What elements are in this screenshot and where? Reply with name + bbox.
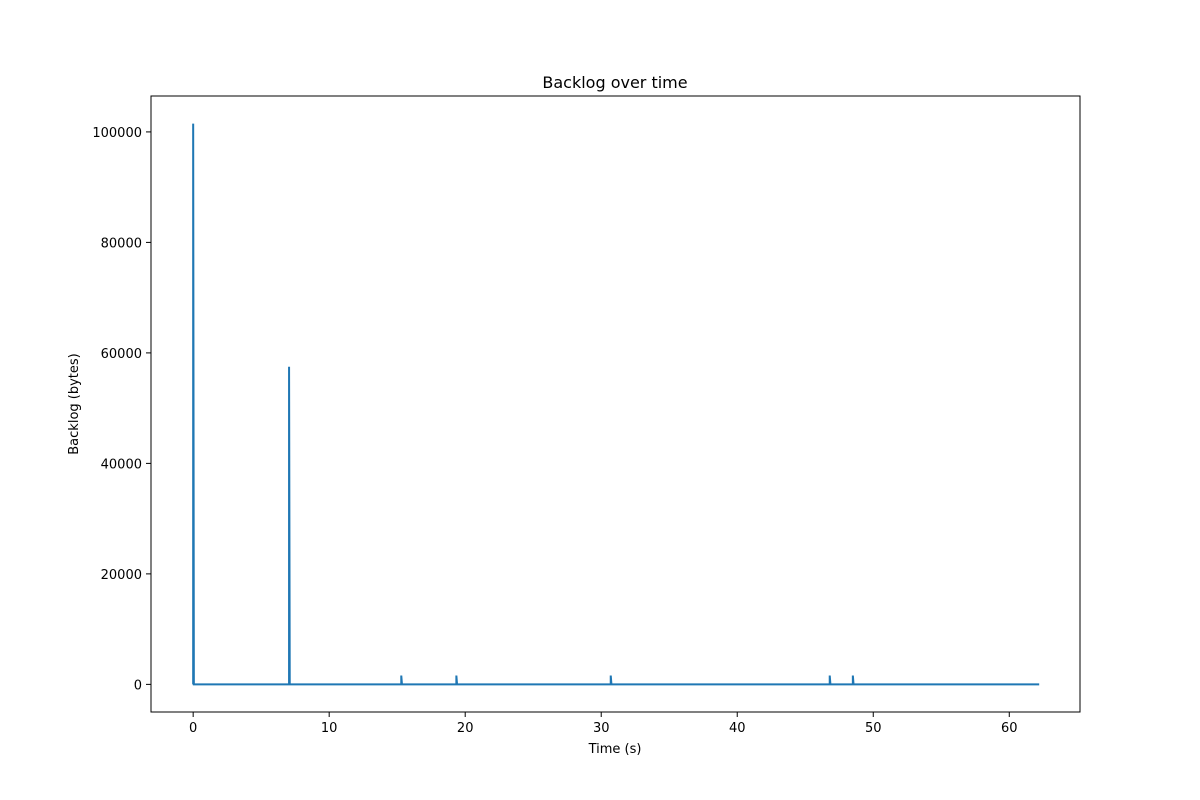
y-tick-label: 40000	[101, 457, 142, 472]
y-tick-label: 60000	[101, 347, 142, 362]
x-axis: 0 10 20 30 40 50 60	[189, 712, 1018, 736]
x-tick-label: 50	[865, 721, 882, 736]
x-tick-label: 30	[593, 721, 610, 736]
x-tick-label: 40	[729, 721, 746, 736]
y-tick-label: 80000	[101, 236, 142, 251]
series-line	[192, 123, 1040, 686]
x-tick-label: 60	[1001, 721, 1018, 736]
x-tick-label: 10	[321, 721, 338, 736]
x-axis-label: Time (s)	[588, 742, 642, 757]
plot-frame	[150, 95, 1081, 713]
y-axis: 0 20000 40000 60000 80000 100000	[92, 126, 151, 693]
x-tick-label: 0	[189, 721, 197, 736]
x-tick-label: 20	[457, 721, 474, 736]
y-axis-label: Backlog (bytes)	[67, 353, 82, 454]
plot-area	[192, 123, 1040, 686]
y-tick-label: 20000	[101, 568, 142, 583]
y-tick-label: 100000	[92, 126, 142, 141]
y-tick-label: 0	[134, 678, 142, 693]
chart-title: Backlog over time	[542, 73, 687, 92]
